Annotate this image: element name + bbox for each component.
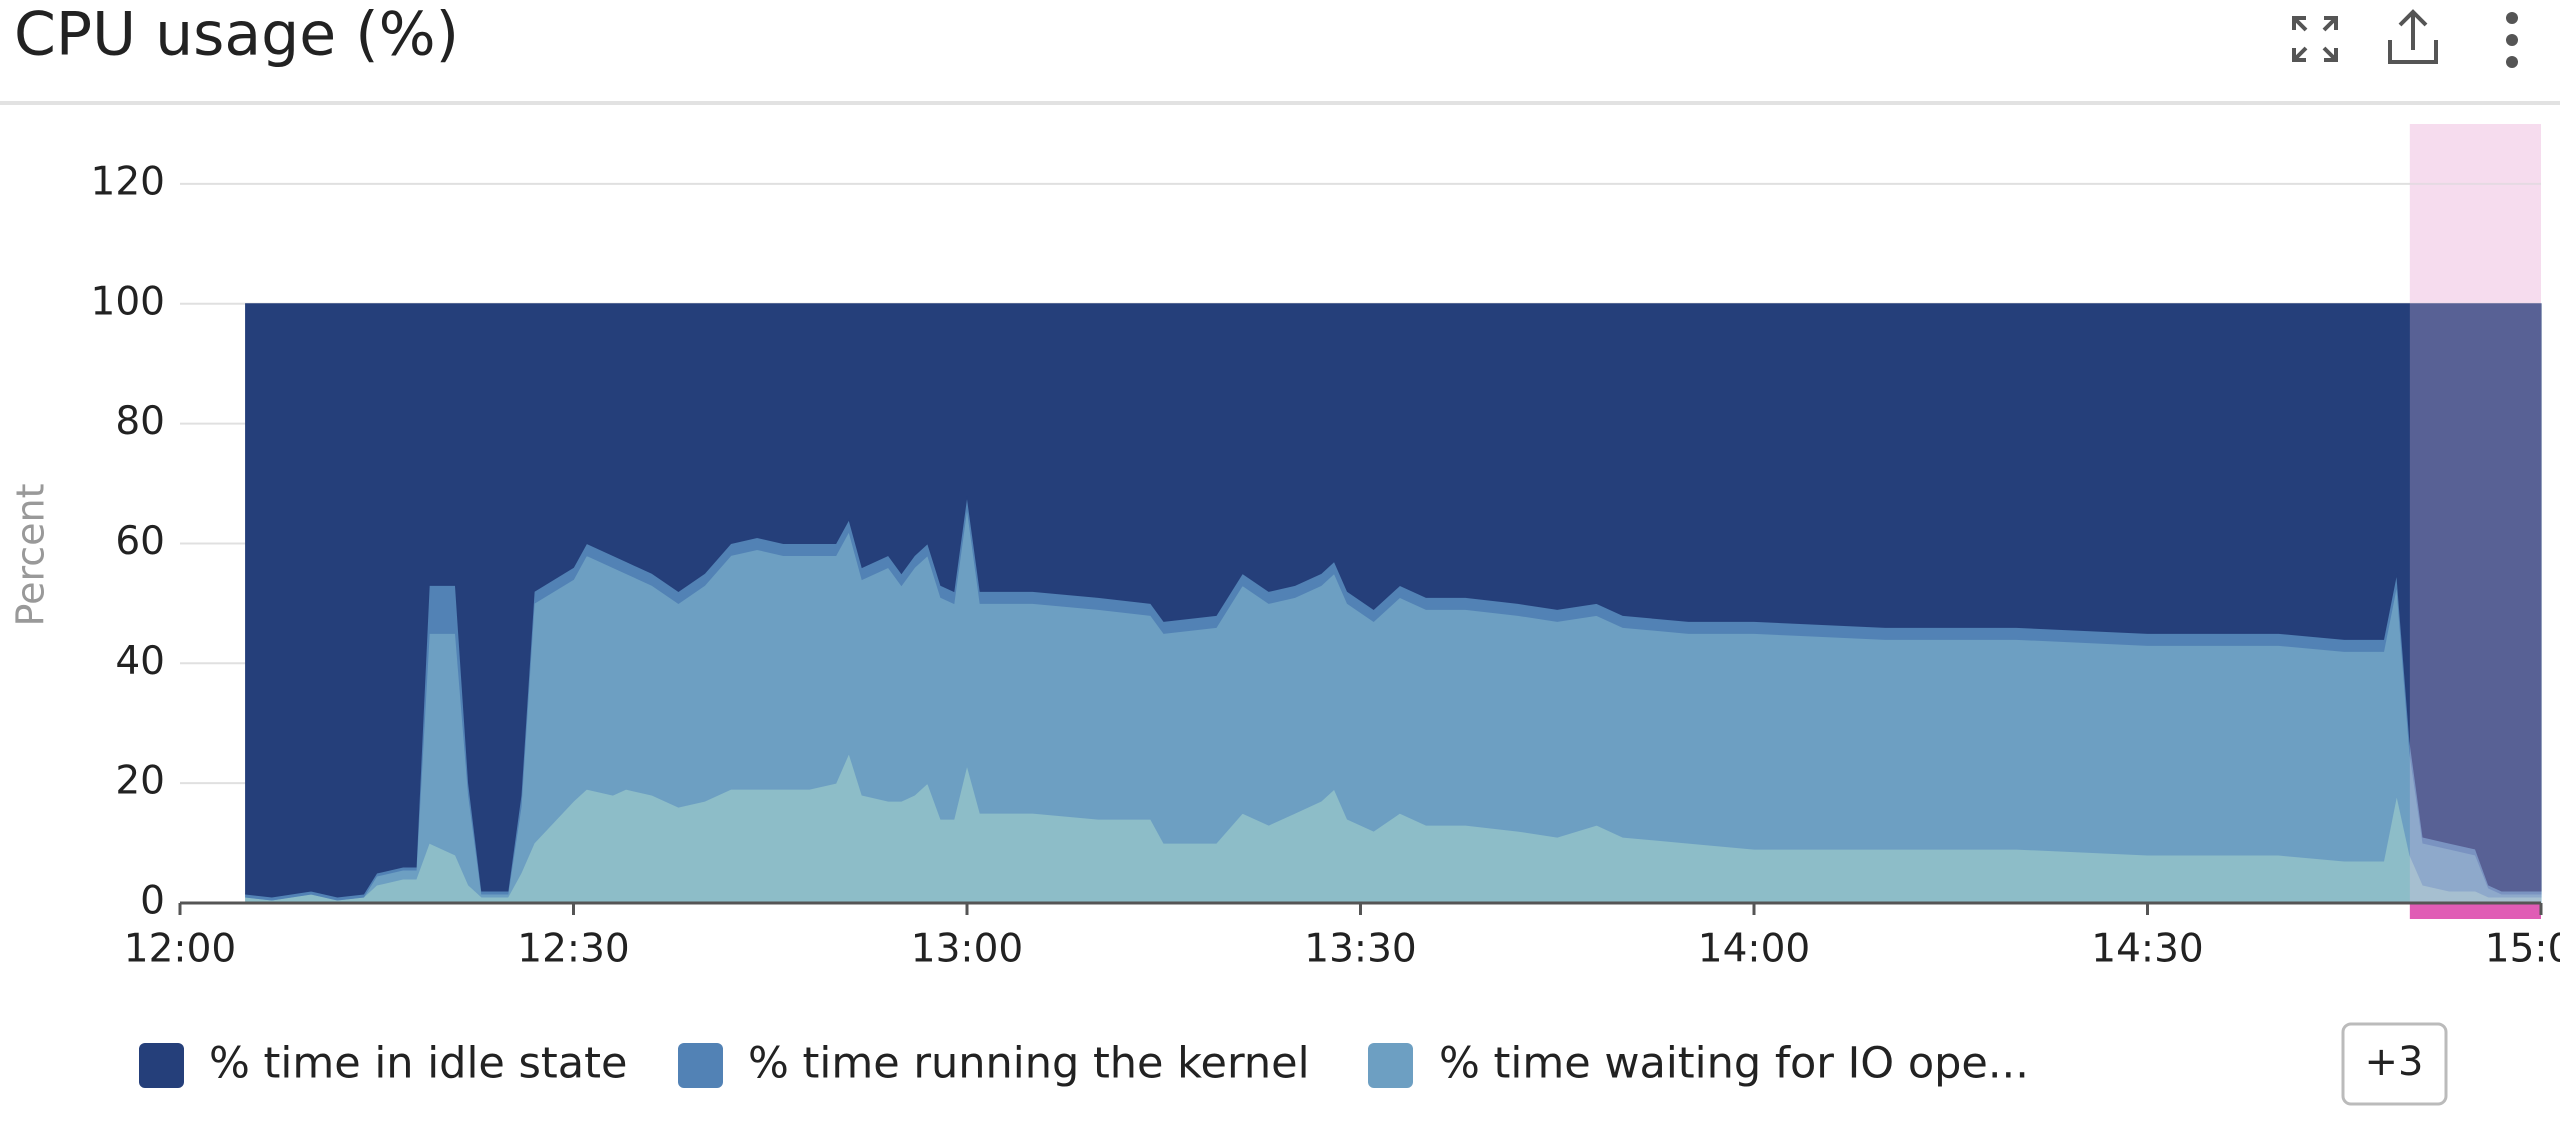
highlight-bar (2409, 903, 2541, 919)
legend-more-label[interactable]: +3 (2365, 1039, 2424, 1085)
legend-item[interactable]: % time waiting for IO ope... (1368, 1039, 2029, 1089)
expand-icon[interactable] (2292, 16, 2338, 62)
y-tick-label: 60 (115, 519, 165, 564)
y-tick-label: 40 (115, 639, 165, 684)
y-tick-label: 100 (91, 279, 165, 324)
legend-swatch (1368, 1043, 1413, 1088)
y-tick-label: 80 (115, 399, 165, 444)
x-tick-label: 12:00 (124, 927, 236, 972)
x-tick-label: 14:00 (1698, 927, 1810, 972)
y-tick-label: 20 (115, 759, 165, 804)
x-tick-label: 14:30 (2091, 927, 2203, 972)
x-tick-label: 13:30 (1304, 927, 1416, 972)
legend-label: % time running the kernel (748, 1039, 1310, 1089)
legend-item[interactable]: % time in idle state (139, 1039, 627, 1089)
legend-more-button[interactable] (2341, 1022, 2448, 1106)
y-axis-label: Percent (9, 484, 53, 627)
chart-title: CPU usage (%) (14, 0, 459, 70)
more-icon[interactable] (2506, 12, 2518, 68)
x-tick-label: 15:00 (2485, 927, 2560, 972)
legend-swatch (678, 1043, 723, 1088)
legend-swatch (139, 1043, 184, 1088)
x-tick-label: 13:00 (911, 927, 1023, 972)
legend-item[interactable]: % time running the kernel (678, 1039, 1310, 1089)
highlight-overlay (2409, 124, 2541, 903)
legend-label: % time waiting for IO ope... (1439, 1039, 2029, 1089)
area (245, 303, 2542, 898)
y-tick-label: 0 (140, 879, 165, 924)
share-icon[interactable] (2388, 9, 2438, 64)
legend-label: % time in idle state (209, 1039, 627, 1089)
x-tick-label: 12:30 (517, 927, 629, 972)
y-tick-label: 120 (91, 159, 165, 204)
